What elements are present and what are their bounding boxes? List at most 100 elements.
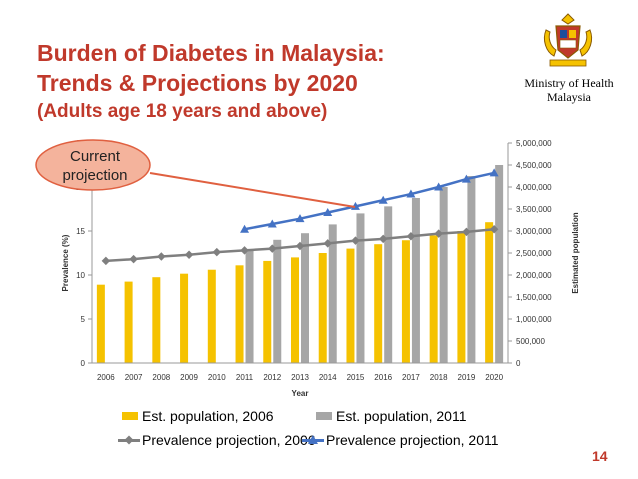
point-prevalence-2006 <box>378 234 388 244</box>
point-prevalence-2006 <box>268 244 277 253</box>
x-tick-label: 2020 <box>485 373 503 382</box>
point-prevalence-2011 <box>267 219 277 228</box>
x-tick-label: 2014 <box>319 373 337 382</box>
x-tick-label: 2010 <box>208 373 226 382</box>
y-tick-label-right: 3,500,000 <box>516 205 552 214</box>
legend-item-bar-2006: Est. population, 2006 <box>122 408 274 424</box>
point-prevalence-2006 <box>240 246 249 255</box>
x-tick-label: 2006 <box>97 373 115 382</box>
legend-item-line-2006: Prevalence projection, 2006 <box>118 432 316 448</box>
point-prevalence-2006 <box>351 236 360 245</box>
y-tick-label-right: 5,000,000 <box>516 139 552 148</box>
legend-label: Prevalence projection, 2011 <box>326 432 499 448</box>
x-tick-label: 2011 <box>236 373 254 382</box>
x-tick-label: 2008 <box>152 373 170 382</box>
line-prevalence-2011 <box>244 171 495 231</box>
legend-label: Est. population, 2011 <box>336 408 467 424</box>
y-tick-label-right: 4,000,000 <box>516 183 552 192</box>
callout-bubble <box>35 139 151 191</box>
legend-item-bar-2011: Est. population, 2011 <box>316 408 467 424</box>
y-tick-label-right: 2,000,000 <box>516 271 552 280</box>
x-tick-label: 2019 <box>458 373 476 382</box>
x-tick-label: 2016 <box>374 373 392 382</box>
y-tick-label-right: 500,000 <box>516 337 545 346</box>
point-prevalence-2006 <box>434 229 443 238</box>
y-tick-label-right: 1,000,000 <box>516 315 552 324</box>
point-prevalence-2006 <box>406 232 416 241</box>
legend-swatch-line-2006 <box>118 435 140 445</box>
bar-est-pop-2011 <box>301 233 309 363</box>
subtitle: (Adults age 18 years and above) <box>37 101 328 122</box>
point-prevalence-2006 <box>295 241 305 251</box>
slide-title: Burden of Diabetes in Malaysia: Trends &… <box>37 38 385 126</box>
point-prevalence-2006 <box>157 252 166 261</box>
bar-est-pop-2006 <box>180 273 189 363</box>
y-tick-label-left: 15 <box>76 227 85 236</box>
y-tick-label-right: 1,500,000 <box>516 293 552 302</box>
y-axis-title-right: Estimated population <box>571 212 580 293</box>
title-line-1: Burden of Diabetes in Malaysia: <box>37 40 385 66</box>
point-prevalence-2011 <box>489 168 499 177</box>
bar-est-pop-2011 <box>495 165 504 363</box>
point-prevalence-2006 <box>184 250 194 260</box>
point-prevalence-2006 <box>323 239 332 248</box>
bar-est-pop-2006 <box>96 284 105 363</box>
callout-arrow <box>149 172 356 208</box>
point-prevalence-2006 <box>462 227 471 237</box>
bar-est-pop-2011 <box>356 213 365 363</box>
bar-est-pop-2006 <box>235 265 244 363</box>
y-tick-label-right: 0 <box>516 359 521 368</box>
point-prevalence-2011 <box>461 174 471 183</box>
point-prevalence-2006 <box>212 247 222 257</box>
bar-est-pop-2006 <box>374 244 383 363</box>
page-number: 14 <box>592 448 608 464</box>
bar-est-pop-2011 <box>328 224 337 363</box>
x-tick-label: 2012 <box>263 373 281 382</box>
bar-est-pop-2011 <box>273 239 282 363</box>
bar-est-pop-2006 <box>291 257 299 363</box>
y-tick-label-right: 2,500,000 <box>516 249 552 258</box>
point-prevalence-2006 <box>489 224 499 234</box>
bar-est-pop-2006 <box>485 222 494 363</box>
bar-est-pop-2006 <box>124 281 133 363</box>
legend-label: Prevalence projection, 2006 <box>142 432 316 448</box>
bar-est-pop-2006 <box>346 248 355 363</box>
bar-est-pop-2011 <box>439 187 448 363</box>
x-tick-label: 2013 <box>291 373 309 382</box>
x-tick-label: 2015 <box>347 373 365 382</box>
x-tick-label: 2009 <box>180 373 198 382</box>
point-prevalence-2011 <box>350 201 360 210</box>
y-tick-label-left: 0 <box>81 359 86 368</box>
y-axis-title-left: Prevalence (%) <box>61 234 70 291</box>
bar-est-pop-2006 <box>207 269 216 363</box>
bar-est-pop-2006 <box>457 231 466 363</box>
title-line-2: Trends & Projections by 2020 <box>37 70 358 96</box>
y-tick-label-left: 10 <box>76 271 85 280</box>
malaysia-crest-icon <box>543 13 593 67</box>
x-tick-label: 2018 <box>430 373 448 382</box>
y-tick-label-left: 5 <box>81 315 86 324</box>
callout-label: Current projection <box>62 148 128 184</box>
y-tick-label-right: 4,500,000 <box>516 161 552 170</box>
point-prevalence-2011 <box>406 189 416 198</box>
bar-est-pop-2006 <box>401 240 410 363</box>
point-prevalence-2011 <box>323 208 333 217</box>
legend-swatch-bar-2006 <box>122 412 138 420</box>
legend-swatch-line-2011 <box>302 435 324 445</box>
legend-item-line-2011: Prevalence projection, 2011 <box>302 432 499 448</box>
bar-est-pop-2011 <box>411 198 420 363</box>
point-prevalence-2006 <box>129 254 138 264</box>
ministry-label: Ministry of Health Malaysia <box>524 76 614 104</box>
bar-est-pop-2006 <box>263 260 272 363</box>
bar-est-pop-2011 <box>384 206 393 363</box>
point-prevalence-2011 <box>434 182 444 191</box>
point-prevalence-2011 <box>378 195 388 204</box>
x-tick-label: 2017 <box>402 373 420 382</box>
bar-est-pop-2006 <box>429 235 438 363</box>
x-axis-title: Year <box>292 389 309 398</box>
bar-est-pop-2011 <box>245 249 254 363</box>
point-prevalence-2011 <box>240 224 250 233</box>
x-tick-label: 2007 <box>125 373 143 382</box>
legend-swatch-bar-2011 <box>316 412 332 420</box>
